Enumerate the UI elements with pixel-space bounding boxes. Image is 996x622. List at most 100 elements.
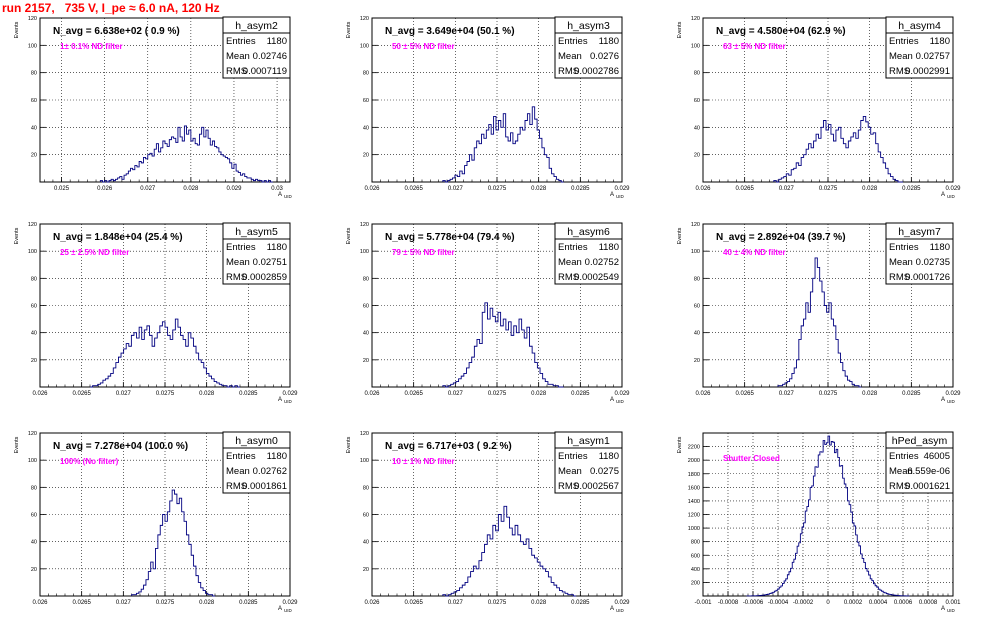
filter-annotation: 1± 0.1% ND filter [60, 42, 123, 51]
stats-value: 0.0001726 [905, 272, 950, 283]
x-tick-label: 0.0285 [902, 391, 921, 397]
x-tick-label: 0.029 [282, 600, 298, 606]
x-tick-label: 0.0002 [844, 600, 863, 606]
y-axis-label: Events [14, 436, 20, 453]
stats-value: 1180 [930, 36, 950, 47]
y-tick-label: 100 [691, 43, 700, 49]
y-tick-label: 40 [31, 540, 37, 546]
y-tick-label: 800 [691, 540, 700, 546]
filter-annotation: 50 ± 5% ND filter [392, 42, 455, 51]
x-tick-label: 0.029 [226, 186, 242, 192]
stats-key: Mean [558, 257, 582, 268]
x-tick-label: 0.025 [54, 186, 70, 192]
y-axis-label: Events [346, 436, 352, 453]
x-axis-label: A UID [941, 192, 956, 199]
y-axis-label: Events [677, 227, 683, 244]
y-tick-label: 120 [28, 16, 37, 22]
y-tick-label: 120 [360, 16, 369, 22]
filter-annotation: 25 ± 2.5% ND filter [60, 248, 129, 257]
stats-key: RMS [889, 272, 910, 283]
x-tick-label: 0.027 [140, 186, 156, 192]
x-tick-label: 0.027 [116, 391, 132, 397]
y-axis-label: Events [677, 436, 683, 453]
x-tick-label: 0.0275 [488, 600, 507, 606]
panel-hPed-asym: -0.001 -0.0008 -0.0006 -0.0004 -0.0002 0 0.000… [677, 431, 961, 613]
stats-value: 6.559e-06 [907, 466, 950, 477]
stats-values-box [222, 32, 291, 79]
stats-key: RMS [558, 272, 579, 283]
stats-values-box [222, 238, 291, 285]
n-avg-label: N_avg = 1.848e+04 (25.4 %) [53, 232, 183, 243]
stats-key: Mean [226, 466, 250, 477]
stats-box: h_asym6 Entries 1180 Mean 0.02752 RMS0.000254… [554, 222, 623, 285]
stats-value: 0.0007119 [243, 66, 287, 77]
stats-key: RMS [889, 66, 910, 77]
stats-value: 0.0275 [590, 466, 619, 477]
y-axis-label: Events [14, 21, 20, 38]
x-tick-label: 0.027 [779, 186, 795, 192]
x-tick-label: 0.0285 [239, 391, 258, 397]
stats-box: h_asym7 Entries 1180 Mean 0.02735 RMS0.000172… [885, 222, 954, 285]
x-tick-label: 0.0265 [404, 186, 423, 192]
x-tick-label: 0.029 [282, 391, 298, 397]
n-avg-label: N_avg = 6.638e+02 ( 0.9 %) [53, 26, 180, 37]
y-tick-label: 60 [31, 98, 37, 104]
stats-value: 0.02735 [916, 257, 950, 268]
x-tick-label: 0.0265 [72, 600, 91, 606]
filter-annotation: Shutter Closed [723, 454, 780, 463]
stats-value: 1180 [267, 451, 287, 462]
x-tick-label: 0.0008 [919, 600, 938, 606]
y-tick-label: 120 [691, 222, 700, 228]
stats-key: Mean [226, 257, 250, 268]
x-tick-label: 0.028 [862, 186, 878, 192]
stats-value: 0.0002991 [905, 66, 950, 77]
histogram-name: h_asym5 [235, 226, 278, 238]
y-tick-label: 40 [363, 331, 369, 337]
stats-values-box [885, 238, 954, 285]
histogram-series [777, 257, 862, 388]
stats-key: Mean [889, 51, 913, 62]
y-axis-label: Events [677, 21, 683, 38]
stats-value: 0.02752 [585, 257, 619, 268]
x-tick-label: 0.0285 [902, 186, 921, 192]
y-tick-label: 80 [31, 485, 37, 491]
x-tick-label: 0.0285 [571, 391, 590, 397]
histogram-series [746, 435, 910, 597]
histogram-name: h_asym0 [235, 435, 278, 447]
histogram-series [773, 115, 903, 183]
x-tick-label: 0.026 [32, 391, 48, 397]
stats-box: h_asym2 Entries 1180 Mean 0.02746 RMS0.000711… [222, 16, 291, 79]
x-axis-label: A UID [278, 192, 293, 199]
stats-key: Entries [889, 242, 919, 253]
n-avg-label: N_avg = 4.580e+04 (62.9 %) [716, 26, 846, 37]
filter-annotation: 100% (No filter) [60, 457, 119, 466]
histogram-name: h_asym4 [898, 20, 941, 32]
y-tick-label: 80 [694, 276, 700, 282]
stats-value: 1180 [599, 36, 619, 47]
x-tick-label: 0.0006 [894, 600, 913, 606]
x-tick-label: 0.0265 [404, 600, 423, 606]
stats-box: h_asym5 Entries 1180 Mean 0.02751 RMS0.000285… [222, 222, 291, 285]
y-axis-label: Events [346, 227, 352, 244]
y-tick-label: 60 [31, 513, 37, 519]
x-tick-label: -0.0006 [743, 600, 764, 606]
histogram-name: h_asym7 [898, 226, 941, 238]
x-tick-label: 0.0265 [404, 391, 423, 397]
stats-values-box [222, 447, 291, 494]
x-tick-label: 0.026 [364, 391, 380, 397]
stats-value: 0.02762 [253, 466, 287, 477]
stats-value: 0.0002786 [574, 66, 619, 77]
y-tick-label: 20 [31, 358, 37, 364]
y-tick-label: 100 [28, 43, 37, 49]
x-tick-label: 0.026 [695, 391, 711, 397]
y-tick-label: 40 [694, 331, 700, 337]
stats-value: 0.0001861 [242, 481, 287, 492]
stats-key: Entries [889, 36, 919, 47]
y-tick-label: 20 [31, 567, 37, 573]
stats-value: 46005 [924, 451, 950, 462]
y-tick-label: 120 [28, 222, 37, 228]
stats-key: Mean [889, 466, 913, 477]
panel-h-asym3: 0.026 0.0265 0.027 0.0275 0.028 0.0285 0.029 20… [346, 16, 630, 199]
